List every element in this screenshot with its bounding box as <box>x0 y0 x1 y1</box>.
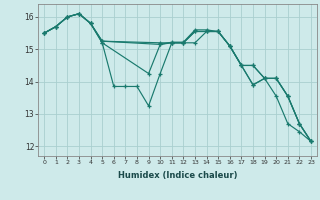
X-axis label: Humidex (Indice chaleur): Humidex (Indice chaleur) <box>118 171 237 180</box>
